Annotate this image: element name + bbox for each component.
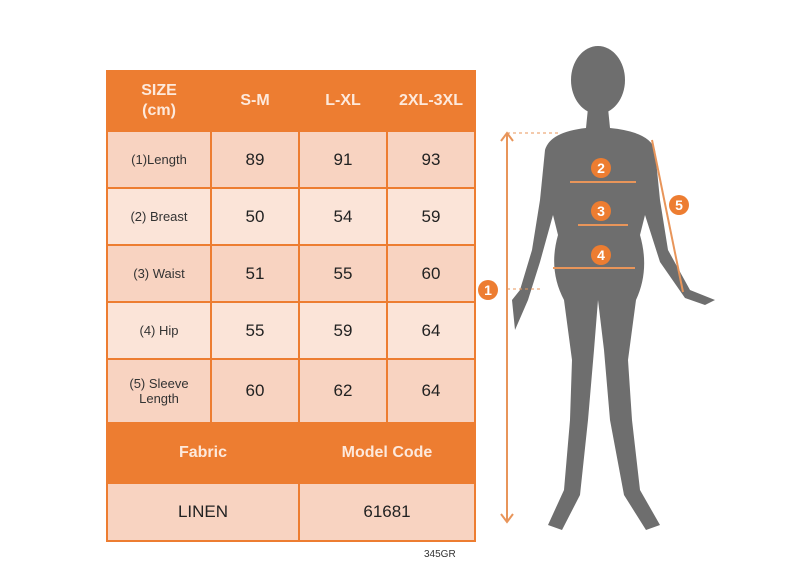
table-row: (3) Waist 51 55 60 (106, 244, 476, 303)
svg-text:4: 4 (597, 247, 605, 263)
col-s-m: S-M (210, 70, 300, 132)
cell: 55 (298, 244, 388, 303)
table-row: (1)Length 89 91 93 (106, 130, 476, 189)
col-l-xl: L-XL (298, 70, 388, 132)
row-label: (1)Length (106, 130, 212, 189)
cell: 59 (298, 301, 388, 360)
model-code-label: Model Code (298, 422, 476, 484)
row-label: (5) Sleeve Length (106, 358, 212, 424)
fabric-row: LINEN 61681 (106, 482, 476, 542)
svg-text:1: 1 (484, 282, 492, 298)
svg-text:2: 2 (597, 160, 605, 176)
measure-lines (500, 131, 684, 524)
col-2xl-3xl: 2XL-3XL (386, 70, 476, 132)
row-label: (3) Waist (106, 244, 212, 303)
fabric-header-row: Fabric Model Code (106, 422, 476, 484)
fabric-label: Fabric (106, 422, 300, 484)
header-row: SIZE (cm) S-M L-XL 2XL-3XL (106, 70, 476, 132)
cell: 54 (298, 187, 388, 246)
cell: 55 (210, 301, 300, 360)
cell: 59 (386, 187, 476, 246)
cell: 93 (386, 130, 476, 189)
cell: 91 (298, 130, 388, 189)
footer-code: 345GR (424, 549, 456, 560)
cell: 89 (210, 130, 300, 189)
table-row: (4) Hip 55 59 64 (106, 301, 476, 360)
svg-text:5: 5 (675, 197, 683, 213)
silhouette-shape (512, 46, 715, 530)
model-code-value: 61681 (298, 482, 476, 542)
row-label: (2) Breast (106, 187, 212, 246)
cell: 62 (298, 358, 388, 424)
row-label: (4) Hip (106, 301, 212, 360)
cell: 60 (210, 358, 300, 424)
cell: 64 (386, 358, 476, 424)
size-header: SIZE (cm) (106, 70, 212, 132)
table-row: (2) Breast 50 54 59 (106, 187, 476, 246)
cell: 50 (210, 187, 300, 246)
cell: 60 (386, 244, 476, 303)
size-chart-table: SIZE (cm) S-M L-XL 2XL-3XL (1)Length 89 … (106, 70, 476, 542)
svg-text:3: 3 (597, 203, 605, 219)
fabric-value: LINEN (106, 482, 300, 542)
cell: 64 (386, 301, 476, 360)
table-row: (5) Sleeve Length 60 62 64 (106, 358, 476, 424)
cell: 51 (210, 244, 300, 303)
marker-icons: 1 2 3 4 5 (478, 158, 689, 300)
